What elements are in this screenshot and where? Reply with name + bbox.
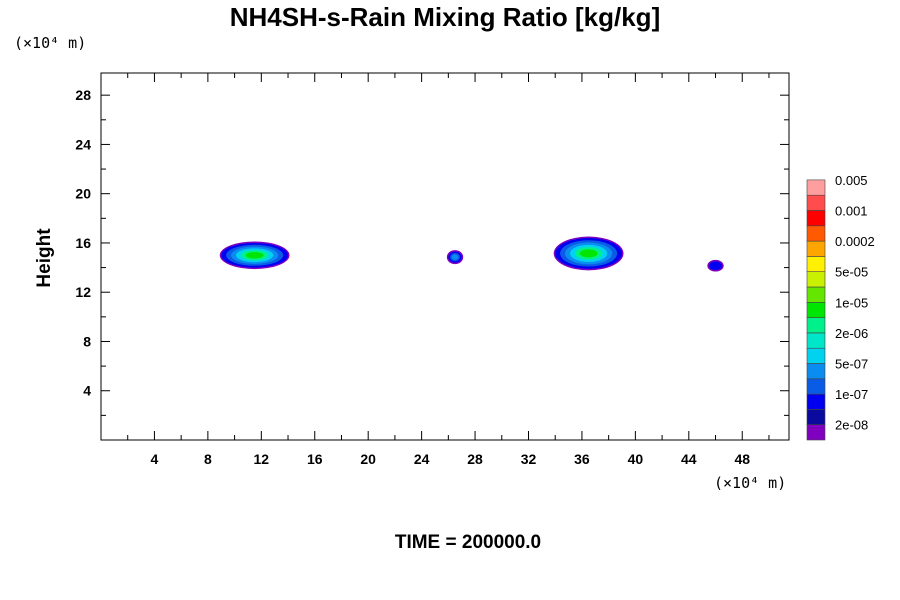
colorbar-label: 0.005 [835, 173, 868, 188]
mixing-ratio-feature [553, 236, 624, 271]
y-tick-label: 28 [75, 87, 91, 103]
colorbar-label: 1e-05 [835, 295, 868, 310]
x-tick-label: 28 [467, 451, 483, 467]
colorbar-swatch [806, 225, 826, 242]
feature-contour [579, 249, 598, 258]
x-tick-label: 4 [151, 451, 159, 467]
colorbar-swatch [806, 409, 826, 425]
time-label: TIME = 200000.0 [395, 532, 541, 553]
colorbar-label: 2e-06 [835, 326, 868, 341]
mixing-ratio-feature [707, 259, 724, 272]
x-tick-label: 20 [360, 451, 376, 467]
x-tick-label: 32 [521, 451, 537, 467]
x-unit-label: (×10⁴ m) [714, 474, 786, 492]
chart-title: NH4SH-s-Rain Mixing Ratio [kg/kg] [230, 2, 660, 32]
x-tick-label: 44 [681, 451, 697, 467]
colorbar-swatch [806, 347, 826, 364]
y-tick-label: 8 [83, 333, 91, 349]
colorbar-label: 2e-08 [835, 418, 868, 433]
colorbar-swatch [806, 393, 826, 410]
y-tick-label: 16 [75, 235, 91, 251]
colorbar-swatch [806, 256, 826, 272]
colorbar-swatch [806, 332, 826, 349]
colorbar-label: 1e-07 [835, 387, 868, 402]
y-tick-label: 24 [75, 136, 91, 152]
y-tick-label: 4 [83, 383, 91, 399]
colorbar-swatch [806, 301, 826, 318]
mixing-ratio-feature [446, 250, 464, 265]
x-tick-label: 24 [414, 451, 430, 467]
y-tick-label: 12 [75, 284, 91, 300]
colorbar-label: 0.001 [835, 204, 868, 219]
feature-contour [451, 254, 459, 260]
colorbar-swatch [806, 240, 826, 257]
x-tick-label: 36 [574, 451, 590, 467]
x-tick-label: 8 [204, 451, 212, 467]
feature-contour [708, 261, 723, 271]
x-tick-label: 16 [307, 451, 323, 467]
x-tick-label: 48 [734, 451, 750, 467]
colorbar-swatch [806, 286, 826, 303]
colorbar-swatch [806, 210, 826, 227]
colorbar-swatch [806, 363, 826, 380]
colorbar-swatch [806, 179, 826, 196]
x-tick-label: 40 [628, 451, 644, 467]
colorbar-label: 0.0002 [835, 234, 875, 249]
x-tick-label: 12 [254, 451, 270, 467]
colorbar: 2e-08 1e-07 5e-07 2e-06 1e-05 5e-05 0.0002 0.00… [806, 173, 875, 441]
y-unit-label: (×10⁴ m) [14, 34, 86, 52]
colorbar-swatch [806, 378, 826, 395]
colorbar-swatch [806, 194, 826, 211]
colorbar-swatch [806, 317, 826, 334]
plot-frame [100, 72, 790, 441]
colorbar-label: 5e-07 [835, 357, 868, 372]
colorbar-label: 5e-05 [835, 265, 868, 280]
colorbar-swatch [806, 271, 826, 288]
y-tick-label: 20 [75, 186, 91, 202]
feature-contour [245, 252, 264, 259]
mixing-ratio-feature [219, 241, 290, 270]
data-features [219, 236, 724, 272]
y-axis-label: Height [34, 228, 55, 288]
colorbar-swatch [806, 424, 826, 441]
